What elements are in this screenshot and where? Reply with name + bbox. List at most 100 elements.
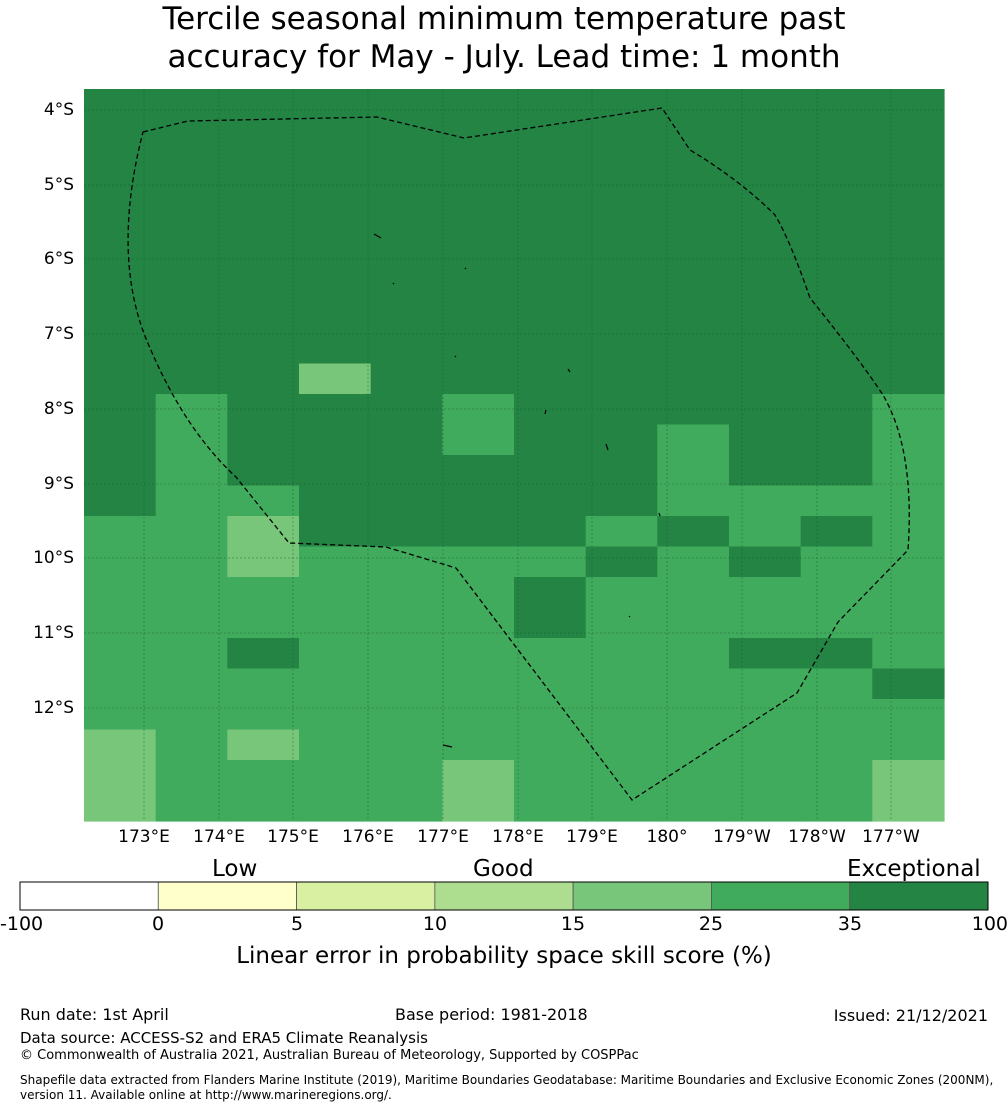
- grid-cell: [514, 241, 587, 273]
- grid-cell: [299, 363, 372, 395]
- grid-cell: [729, 729, 802, 761]
- colorbar-segment: [19, 881, 159, 911]
- lon-label: 174°E: [193, 827, 245, 847]
- grid-cell: [299, 119, 372, 151]
- grid-cell: [155, 424, 228, 456]
- grid-cell: [155, 760, 228, 792]
- grid-cell: [872, 729, 945, 761]
- grid-cell: [729, 150, 802, 182]
- island: [442, 744, 453, 748]
- grid-cell: [585, 699, 658, 731]
- grid-cell: [442, 211, 515, 243]
- grid-cell: [155, 119, 228, 151]
- grid-cell: [370, 241, 443, 273]
- grid-cell: [729, 760, 802, 792]
- island: [464, 267, 467, 270]
- grid-cell: [872, 790, 945, 822]
- grid-cell: [442, 455, 515, 487]
- grid-cell: [657, 638, 730, 670]
- grid-cell: [442, 89, 515, 121]
- grid-cell: [155, 455, 228, 487]
- grid-cell: [514, 546, 587, 578]
- grid-cell: [84, 577, 157, 609]
- grid-cell: [514, 333, 587, 365]
- grid-cell: [227, 790, 300, 822]
- grid-cell: [657, 577, 730, 609]
- grid-cell: [299, 241, 372, 273]
- data-source: Data source: ACCESS-S2 and ERA5 Climate …: [20, 1029, 428, 1047]
- islands: [373, 233, 661, 748]
- grid-cell: [299, 89, 372, 121]
- grid-cell: [299, 424, 372, 456]
- grid-cell: [729, 119, 802, 151]
- colorbar: [19, 881, 989, 911]
- grid-cell: [657, 516, 730, 548]
- lat-label: 9°S: [43, 474, 74, 494]
- grid-cell: [227, 699, 300, 731]
- grid-cell: [442, 699, 515, 731]
- colorbar-tick: 0: [151, 913, 165, 935]
- grid-cell: [370, 394, 443, 426]
- grid-cell: [657, 363, 730, 395]
- grid-cell: [585, 363, 658, 395]
- grid-cell: [299, 455, 372, 487]
- island: [605, 443, 609, 451]
- grid-cell: [657, 668, 730, 700]
- grid-cell: [84, 638, 157, 670]
- grid-cell: [514, 668, 587, 700]
- grid-cell: [657, 211, 730, 243]
- lat-label: 6°S: [43, 249, 74, 269]
- colorbar-segment: [296, 881, 436, 911]
- grid-cell: [299, 272, 372, 304]
- grid-cell: [585, 516, 658, 548]
- grid-cell: [442, 272, 515, 304]
- grid-cell: [370, 516, 443, 548]
- grid-cell: [155, 699, 228, 731]
- grid-cell: [514, 729, 587, 761]
- grid-cell: [227, 638, 300, 670]
- grid-cell: [299, 394, 372, 426]
- grid-cell: [514, 516, 587, 548]
- grid-cell: [155, 180, 228, 212]
- grid-cell: [370, 89, 443, 121]
- grid-cell: [514, 455, 587, 487]
- grid-cell: [585, 455, 658, 487]
- colorbar-tick: 10: [422, 913, 448, 935]
- grid-cell: [84, 516, 157, 548]
- grid-cell: [729, 302, 802, 334]
- grid-cell: [585, 180, 658, 212]
- grid-cell: [84, 119, 157, 151]
- grid-cell: [800, 272, 873, 304]
- grid-cell: [514, 89, 587, 121]
- lon-label: 179°W: [713, 827, 771, 847]
- grid-cell: [800, 150, 873, 182]
- grid-cell: [729, 241, 802, 273]
- grid-cell: [657, 607, 730, 639]
- grid-cell: [585, 607, 658, 639]
- grid-cell: [442, 180, 515, 212]
- lat-label: 7°S: [43, 324, 74, 344]
- grid-cell: [585, 394, 658, 426]
- grid-cell: [84, 241, 157, 273]
- colorbar-tick: 5: [290, 913, 304, 935]
- grid-cell: [442, 546, 515, 578]
- grid-cell: [155, 668, 228, 700]
- grid-cell: [585, 577, 658, 609]
- grid-cell: [84, 455, 157, 487]
- grid-cell: [442, 577, 515, 609]
- category-exceptional: Exceptional: [847, 856, 981, 882]
- grid-cell: [155, 546, 228, 578]
- grid-cell: [155, 394, 228, 426]
- grid-cell: [299, 485, 372, 517]
- grid-cell: [442, 729, 515, 761]
- grid-cell: [442, 394, 515, 426]
- grid-cell: [657, 119, 730, 151]
- grid-cell: [514, 607, 587, 639]
- lat-label: 5°S: [43, 175, 74, 195]
- grid-cell: [657, 150, 730, 182]
- grid-cell: [657, 729, 730, 761]
- grid-cell: [227, 760, 300, 792]
- grid-cell: [585, 150, 658, 182]
- lon-label: 173°E: [118, 827, 170, 847]
- grid-cell: [370, 150, 443, 182]
